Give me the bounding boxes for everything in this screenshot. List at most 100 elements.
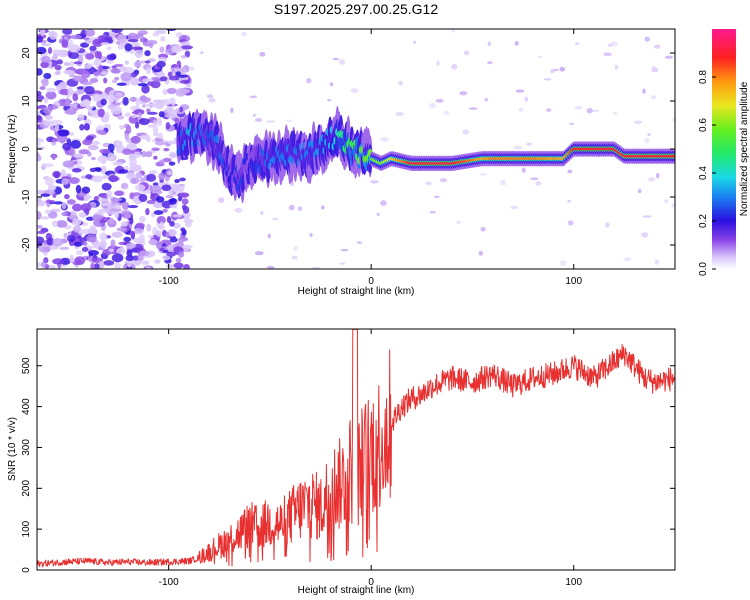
spectrogram-noise-blob bbox=[62, 142, 72, 151]
spectrogram-noise-blob bbox=[650, 95, 657, 100]
spectrogram-noise-blob bbox=[43, 107, 52, 115]
spectrogram-noise-blob bbox=[62, 29, 73, 35]
spectrogram-noise-blob bbox=[175, 71, 182, 76]
spectrogram-noise-blob bbox=[82, 139, 93, 146]
spectrogram-noise-blob bbox=[99, 240, 107, 249]
spectrogram-noise-blob bbox=[156, 60, 166, 68]
spectrogram-noise-blob bbox=[138, 118, 150, 126]
spectrogram-noise-blob bbox=[51, 153, 56, 161]
spectrogram-noise-blob bbox=[152, 132, 160, 137]
colorbar-tick-label: 0.8 bbox=[698, 70, 709, 84]
spectrogram-noise-blob bbox=[139, 233, 145, 242]
spectrogram-noise-blob bbox=[37, 236, 45, 245]
spectrogram-noise-blob bbox=[168, 161, 176, 166]
spectrogram-noise-blob bbox=[72, 217, 82, 226]
spectrogram-noise-blob bbox=[480, 226, 486, 232]
snr-y-tick-label: 200 bbox=[21, 480, 32, 497]
spectrogram-noise-blob bbox=[642, 215, 652, 218]
spectrogram-noise-blob bbox=[550, 68, 555, 74]
spectrogram-y-axis-label: Frequency (Hz) bbox=[7, 115, 18, 184]
spectrogram-noise-blob bbox=[93, 242, 100, 249]
spectrogram-noise-blob bbox=[51, 49, 63, 54]
spectrogram-noise-blob bbox=[179, 106, 184, 113]
spectrogram-noise-blob bbox=[85, 105, 94, 110]
spectrogram-noise-blob bbox=[111, 65, 117, 69]
spectrogram-noise-blob bbox=[152, 99, 164, 104]
spectrogram-noise-blob bbox=[98, 64, 103, 74]
spectrogram-noise-blob bbox=[149, 185, 162, 193]
spectrogram-noise-blob bbox=[664, 55, 674, 59]
spectrogram-noise-blob bbox=[85, 29, 96, 37]
spectrogram-noise-blob bbox=[146, 108, 151, 113]
spectrogram-noise-blob bbox=[288, 204, 295, 211]
spectrogram-noise-blob bbox=[108, 217, 115, 225]
spectrogram-noise-blob bbox=[145, 67, 151, 75]
spectrogram-noise-blob bbox=[169, 220, 175, 227]
spectrogram-noise-blob bbox=[297, 206, 302, 212]
colorbar-tick-label: 0.6 bbox=[698, 118, 709, 132]
spectrogram-noise-blob bbox=[160, 35, 166, 42]
spectrogram-noise-blob bbox=[130, 135, 141, 144]
spectrogram-noise-blob bbox=[559, 66, 566, 72]
spectrogram-noise-blob bbox=[567, 199, 571, 203]
spectrogram-noise-blob bbox=[487, 61, 493, 65]
spectrogram-noise-blob bbox=[574, 42, 580, 46]
spectrogram-noise-blob bbox=[259, 51, 266, 57]
spectrogram-noise-blob bbox=[81, 246, 89, 252]
spectrogram-noise-blob bbox=[49, 30, 58, 40]
spectrogram-noise-blob bbox=[653, 44, 661, 49]
spectrogram-noise-blob bbox=[152, 119, 158, 125]
spectrogram-noise-blob bbox=[99, 232, 108, 242]
spectrogram-noise-blob bbox=[71, 168, 82, 173]
spectrogram-noise-blob bbox=[592, 109, 600, 112]
spectrogram-noise-blob bbox=[59, 246, 70, 251]
spectrogram-noise-blob bbox=[145, 266, 151, 269]
spectrogram-noise-blob bbox=[633, 120, 643, 124]
spectrogram-noise-blob bbox=[111, 79, 118, 84]
spectrogram-noise-blob bbox=[106, 54, 117, 61]
spectrogram-noise-blob bbox=[37, 94, 45, 101]
spectrogram-noise-blob bbox=[100, 98, 107, 106]
spectrogram-noise-blob bbox=[129, 49, 135, 54]
spectrogram-noise-blob bbox=[169, 204, 178, 209]
spectrogram-noise-blob bbox=[340, 248, 349, 252]
spectrogram-noise-blob bbox=[135, 171, 143, 179]
spectrogram-noise-blob bbox=[321, 205, 325, 210]
spectrogram-noise-blob bbox=[285, 119, 293, 122]
spectrogram-y-tick-label: 10 bbox=[21, 95, 32, 107]
spectrogram-noise-blob bbox=[137, 112, 143, 117]
spectrogram-noise-blob bbox=[206, 94, 214, 99]
spectrogram-noise-blob bbox=[479, 173, 488, 176]
spectrogram-noise-blob bbox=[101, 202, 110, 207]
snr-x-axis-label: Height of straight line (km) bbox=[298, 585, 415, 596]
spectrogram-noise-blob bbox=[172, 214, 183, 218]
spectrogram-noise-blob bbox=[53, 201, 64, 205]
spectrogram-noise-blob bbox=[463, 50, 470, 56]
spectrogram-noise-blob bbox=[174, 118, 180, 125]
spectrogram-noise-blob bbox=[93, 71, 100, 76]
spectrogram-noise-blob bbox=[37, 262, 41, 268]
spectrogram-noise-blob bbox=[90, 156, 96, 161]
spectrogram-noise-blob bbox=[62, 160, 75, 168]
spectrogram-noise-blob bbox=[146, 111, 158, 115]
spectrogram-noise-blob bbox=[126, 266, 133, 269]
spectrogram-noise-blob bbox=[163, 147, 170, 152]
spectrogram-noise-blob bbox=[72, 75, 85, 82]
spectrogram-noise-blob bbox=[160, 76, 168, 82]
spectrogram-noise-blob bbox=[103, 260, 115, 266]
snr-y-tick-label: 300 bbox=[21, 439, 32, 456]
spectrogram-noise-blob bbox=[119, 124, 125, 130]
colorbar-gradient bbox=[712, 29, 736, 269]
spectrogram-noise-blob bbox=[468, 107, 478, 110]
spectrogram-noise-blob bbox=[110, 68, 121, 74]
spectrogram-noise-blob bbox=[327, 99, 332, 102]
spectrogram-noise-blob bbox=[156, 196, 165, 203]
spectrogram-noise-blob bbox=[93, 59, 102, 67]
spectrogram-noise-blob bbox=[85, 135, 95, 141]
spectrogram-noise-blob bbox=[76, 86, 86, 90]
spectrogram-noise-blob bbox=[114, 140, 124, 147]
spectrogram-noise-blob bbox=[40, 61, 49, 69]
spectrogram-noise-blob bbox=[97, 108, 105, 118]
spectrogram-noise-blob bbox=[671, 203, 675, 208]
